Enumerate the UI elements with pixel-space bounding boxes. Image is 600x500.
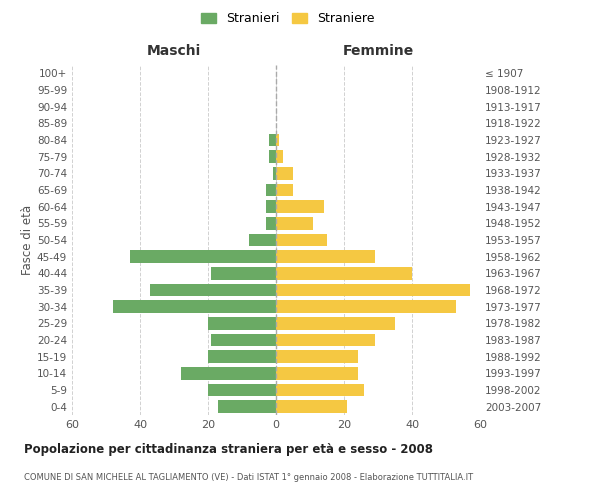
Bar (266, 200, 276, 213)
Bar (276, 134, 280, 146)
Bar (276, 334, 374, 346)
Bar (208, 350, 276, 363)
Bar (276, 184, 293, 196)
Bar (276, 350, 358, 363)
Text: Femmine: Femmine (343, 44, 413, 59)
Bar (130, 250, 276, 263)
Bar (272, 167, 276, 179)
Bar (276, 150, 283, 163)
Bar (276, 400, 347, 413)
Bar (208, 384, 276, 396)
Bar (276, 267, 412, 280)
Bar (218, 400, 276, 413)
Bar (276, 300, 456, 313)
Bar (266, 217, 276, 230)
Bar (276, 167, 293, 179)
Bar (181, 367, 276, 380)
Bar (276, 284, 470, 296)
Bar (276, 317, 395, 330)
Bar (276, 250, 374, 263)
Bar (276, 367, 358, 380)
Y-axis label: Fasce di età: Fasce di età (21, 205, 34, 275)
Bar (211, 267, 276, 280)
Bar (276, 217, 313, 230)
Bar (276, 234, 327, 246)
Bar (269, 134, 276, 146)
Bar (276, 200, 323, 213)
Bar (249, 234, 276, 246)
Bar (211, 334, 276, 346)
Text: COMUNE DI SAN MICHELE AL TAGLIAMENTO (VE) - Dati ISTAT 1° gennaio 2008 - Elabora: COMUNE DI SAN MICHELE AL TAGLIAMENTO (VE… (24, 472, 473, 482)
Y-axis label: Anni di nascita: Anni di nascita (598, 196, 600, 284)
Bar (208, 317, 276, 330)
Legend: Stranieri, Straniere: Stranieri, Straniere (197, 8, 379, 29)
Bar (266, 184, 276, 196)
Bar (150, 284, 276, 296)
Bar (269, 150, 276, 163)
Bar (113, 300, 276, 313)
Text: Popolazione per cittadinanza straniera per età e sesso - 2008: Popolazione per cittadinanza straniera p… (24, 442, 433, 456)
Bar (276, 384, 364, 396)
Text: Maschi: Maschi (147, 44, 201, 59)
